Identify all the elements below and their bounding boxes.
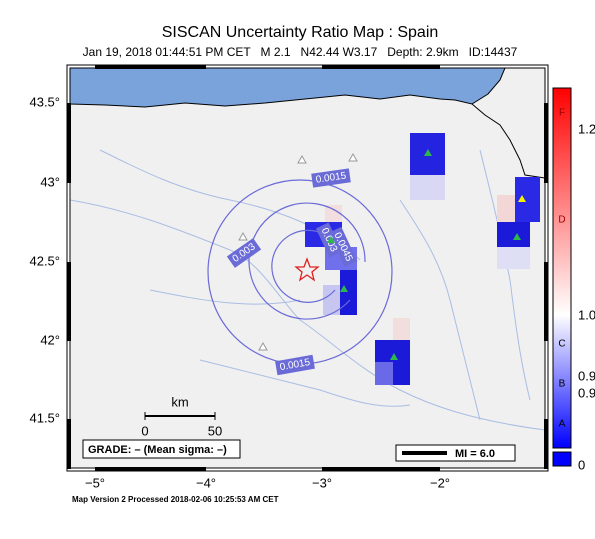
grade-label: F [559,108,565,119]
contour-label: 0.0015 [315,171,347,186]
grade-label: B [559,379,566,390]
cell [393,318,410,340]
border-line [471,103,545,179]
lat-label: 42.5° [29,253,60,268]
map-title: SISCAN Uncertainty Ratio Map : Spain [162,24,439,41]
lon-label: −4° [196,475,216,490]
station [390,353,398,360]
colorbar-value: 0 [578,457,585,472]
station [424,149,432,156]
scale-unit: km [171,394,188,409]
lat-label: 43° [40,174,60,189]
colorbar-value: 0.9 [578,385,595,400]
lon-label: −5° [85,475,105,490]
land [70,68,545,468]
cell [393,362,410,385]
cell [375,362,393,385]
cell [410,175,445,200]
lat-label: 41.5° [29,410,60,425]
colorbar-zero [552,451,572,467]
contour-label-boxes [226,168,358,376]
station [327,236,335,243]
stations [238,149,526,360]
footer: Map Version 2 Processed 2018-02-06 10:25… [72,495,279,504]
grade-box [82,439,241,459]
contour-label: 0.0015 [279,357,311,373]
event-info: Jan 19, 2018 01:44:51 PM CET M 2.1 N42.4… [83,45,518,59]
station [513,233,521,240]
grade-label: A [559,419,566,430]
grade-label: C [558,339,565,350]
cell [325,205,342,222]
cell [497,195,515,222]
station [348,152,358,162]
cell [323,285,340,315]
cell [515,177,540,222]
colorbar-value: 1.0 [578,307,595,322]
lat-label: 43.5° [29,94,60,109]
station [297,154,307,164]
station [340,285,348,292]
lat-label: 42° [40,332,60,347]
cell [497,222,530,247]
map-area: 0.0015 0.003 0.003 0.0045 0.0015 km 0 50… [70,68,545,468]
cell [375,340,410,362]
grid-cells [305,133,540,385]
colorbar-gradient [552,87,572,449]
scale-start: 0 [141,423,148,438]
cell [497,247,530,269]
station [238,231,248,241]
magnitude-box [395,444,516,462]
colorbar-value: 0.9 [578,368,595,383]
station [518,195,526,202]
grade-label: D [558,215,565,226]
lon-label: −2° [430,475,450,490]
map-frame [66,64,549,472]
scale-bar [144,412,216,420]
grade-text: GRADE: – (Mean sigma: –) [88,444,227,456]
cell [340,270,357,315]
epicenter [294,257,320,282]
lon-label: −3° [312,475,332,490]
colorbar-value: 1.2 [578,121,595,136]
colorbar [552,87,572,467]
scale-end: 50 [208,423,222,438]
sea [70,68,506,108]
magnitude-text: MI = 6.0 [455,448,495,460]
station [258,341,268,351]
